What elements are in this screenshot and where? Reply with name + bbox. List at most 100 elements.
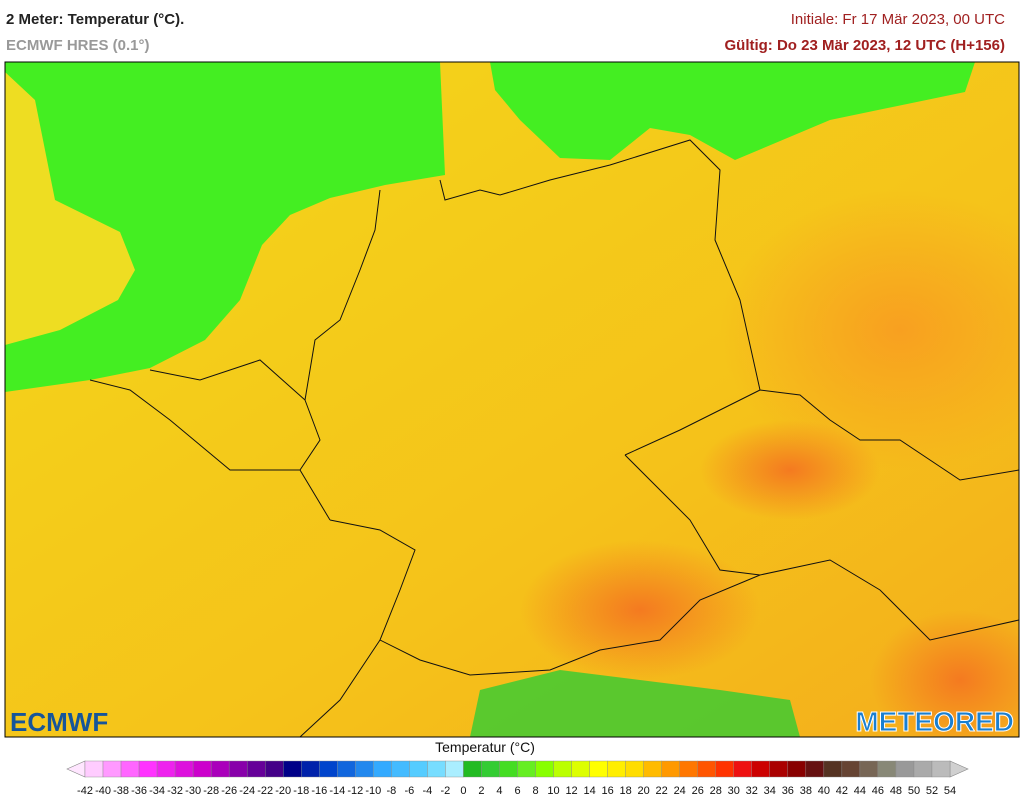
colorbar-swatch — [463, 760, 482, 778]
colorbar-swatch — [319, 760, 338, 778]
colorbar-swatch — [643, 760, 662, 778]
colorbar-tick-label: -18 — [293, 785, 309, 797]
colorbar-tick-label: 28 — [710, 785, 722, 797]
colorbar-swatch — [733, 760, 752, 778]
colorbar-swatch — [192, 760, 212, 778]
colorbar-tick-label: 20 — [638, 785, 650, 797]
colorbar-swatch — [120, 760, 140, 778]
colorbar-tick-label: 34 — [764, 785, 776, 797]
colorbar-tick-label: 38 — [800, 785, 812, 797]
colorbar-tick-label: -16 — [311, 785, 327, 797]
colorbar-tick-label: 14 — [583, 785, 595, 797]
colorbar-swatch — [265, 760, 284, 778]
colorbar-swatch — [913, 760, 933, 778]
colorbar-tick-label: -30 — [185, 785, 201, 797]
colorbar-tick-label: -22 — [257, 785, 273, 797]
map — [5, 62, 1019, 737]
colorbar: -42 -40 -38 -36 -34 -32 -30 -28 -26 -24 -22 -20 -18-… — [66, 760, 969, 797]
colorbar-tick-label: -32 — [167, 785, 183, 797]
colorbar-tick-label: -8 — [386, 785, 396, 797]
ecmwf-logo: ECMWF — [10, 707, 108, 737]
colorbar-tick-label: -14 — [329, 785, 345, 797]
colorbar-tick-label: -4 — [423, 785, 433, 797]
colorbar-swatch — [571, 760, 590, 778]
colorbar-tick-label: 30 — [728, 785, 740, 797]
colorbar-swatch — [391, 760, 410, 778]
colorbar-swatch — [877, 760, 897, 778]
valid-time: Gültig: Do 23 Mär 2023, 12 UTC (H+156) — [724, 37, 1005, 54]
colorbar-swatch — [769, 760, 789, 778]
colorbar-swatch — [283, 760, 302, 778]
colorbar-swatch — [373, 760, 392, 778]
colorbar-tick-label: -24 — [239, 785, 255, 797]
colorbar-tick-label: 48 — [890, 785, 902, 797]
colorbar-over — [949, 760, 969, 778]
colorbar-tick-label: 54 — [944, 785, 956, 797]
map-frame — [4, 61, 1020, 738]
colorbar-tick-label: 16 — [601, 785, 613, 797]
colorbar-tick-label: 40 — [818, 785, 830, 797]
colorbar-swatch — [625, 760, 644, 778]
colorbar-swatch — [156, 760, 176, 778]
colorbar-tick-label: -42 — [77, 785, 93, 797]
colorbar-tick-label: -34 — [149, 785, 165, 797]
colorbar-swatch — [427, 760, 446, 778]
colorbar-tick-label: 2 — [478, 785, 484, 797]
legend-title: Temperatur (°C) — [435, 739, 535, 755]
colorbar-swatch — [715, 760, 734, 778]
colorbar-tick-label: 6 — [514, 785, 520, 797]
colorbar-swatch — [751, 760, 770, 778]
colorbar-swatch — [499, 760, 518, 778]
colorbar-tick-label: 32 — [746, 785, 758, 797]
colorbar-tick-label: 36 — [782, 785, 794, 797]
init-time: Initiale: Fr 17 Mär 2023, 00 UTC — [791, 11, 1005, 28]
colorbar-swatch — [301, 760, 320, 778]
colorbar-swatch — [337, 760, 356, 778]
colorbar-swatch — [697, 760, 716, 778]
title: 2 Meter: Temperatur (°C). — [6, 11, 184, 28]
colorbar-swatch — [931, 760, 951, 778]
colorbar-swatch — [138, 760, 158, 778]
colorbar-tick-label: -38 — [113, 785, 129, 797]
subtitle: ECMWF HRES (0.1°) — [6, 37, 150, 54]
colorbar-tick-label: -6 — [404, 785, 414, 797]
colorbar-tick-label: 8 — [532, 785, 538, 797]
colorbar-swatch — [228, 760, 248, 778]
colorbar-swatch — [517, 760, 536, 778]
colorbar-tick-label: -10 — [365, 785, 381, 797]
colorbar-tick-label: 0 — [460, 785, 466, 797]
colorbar-tick-label: -28 — [203, 785, 219, 797]
colorbar-swatch — [607, 760, 626, 778]
colorbar-swatch — [481, 760, 500, 778]
colorbar-swatch — [445, 760, 464, 778]
colorbar-tick-label: 22 — [656, 785, 668, 797]
colorbar-tick-label: -20 — [275, 785, 291, 797]
colorbar-swatch — [102, 760, 122, 778]
colorbar-swatch — [787, 760, 807, 778]
colorbar-swatch — [679, 760, 698, 778]
colorbar-swatch — [409, 760, 428, 778]
colorbar-tick-label: 12 — [565, 785, 577, 797]
colorbar-tick-label: 24 — [674, 785, 686, 797]
colorbar-tick-label: 44 — [854, 785, 866, 797]
colorbar-tick-label: 18 — [620, 785, 632, 797]
colorbar-tick-label: -40 — [95, 785, 111, 797]
colorbar-under — [66, 760, 86, 778]
colorbar-tick-label: 4 — [496, 785, 502, 797]
colorbar-swatch — [553, 760, 572, 778]
colorbar-swatch — [805, 760, 825, 778]
colorbar-tick-label: -2 — [441, 785, 451, 797]
meteored-logo: METEORED — [855, 706, 1014, 737]
colorbar-swatch — [859, 760, 879, 778]
colorbar-tick-label: -36 — [131, 785, 147, 797]
colorbar-swatch — [246, 760, 266, 778]
colorbar-tick-label: 26 — [692, 785, 704, 797]
colorbar-swatch — [661, 760, 680, 778]
colorbar-tick-label: -12 — [347, 785, 363, 797]
colorbar-swatch — [174, 760, 194, 778]
colorbar-tick-label: 10 — [547, 785, 559, 797]
colorbar-swatch — [355, 760, 374, 778]
colorbar-tick-label: 50 — [908, 785, 920, 797]
colorbar-swatch — [841, 760, 861, 778]
